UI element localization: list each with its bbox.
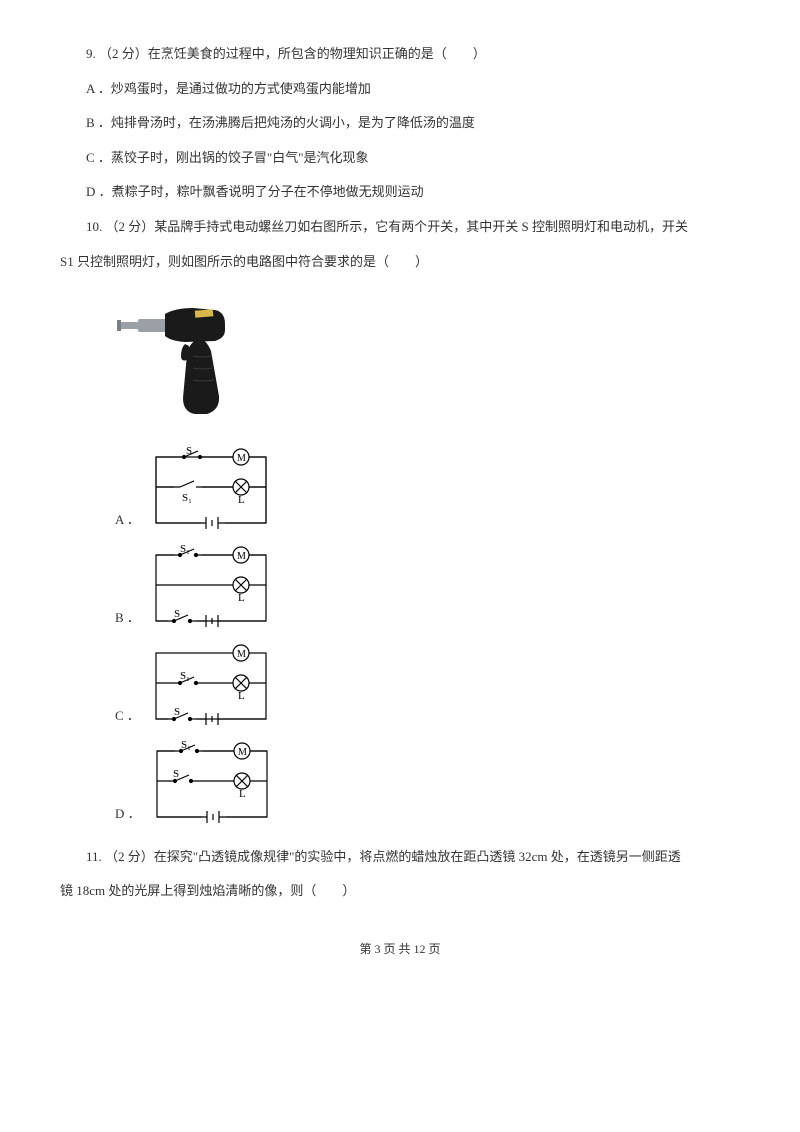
svg-text:S: S bbox=[186, 447, 192, 457]
q9-option-c: C ．蒸饺子时，刚出锅的饺子冒"白气"是汽化现象 bbox=[60, 144, 740, 173]
option-c-label: C ． bbox=[115, 702, 140, 735]
svg-text:L: L bbox=[238, 592, 245, 604]
page-container: 9. （2 分）在烹饪美食的过程中，所包含的物理知识正确的是（ ） A ．炒鸡蛋… bbox=[0, 0, 800, 992]
svg-text:M: M bbox=[238, 747, 247, 758]
circuit-c-icon: S₁ S M L bbox=[146, 643, 276, 735]
q10-stem-line2: S1 只控制照明灯，则如图所示的电路图中符合要求的是（ ） bbox=[60, 248, 740, 277]
svg-text:S₁: S₁ bbox=[180, 670, 190, 682]
screwdriver-icon bbox=[115, 286, 265, 426]
circuit-option-b: B ． bbox=[115, 545, 740, 637]
svg-text:M: M bbox=[237, 453, 246, 464]
q9-option-a: A ．炒鸡蛋时，是通过做功的方式使鸡蛋内能增加 bbox=[60, 75, 740, 104]
svg-text:L: L bbox=[238, 494, 245, 506]
svg-text:M: M bbox=[237, 649, 246, 660]
svg-text:S₁: S₁ bbox=[180, 545, 190, 555]
svg-text:L: L bbox=[239, 788, 246, 800]
svg-text:S₁: S₁ bbox=[181, 741, 191, 751]
svg-text:S: S bbox=[173, 768, 179, 780]
screwdriver-figure bbox=[115, 286, 740, 437]
q11-stem-line2: 镜 18cm 处的光屏上得到烛焰清晰的像，则（ ） bbox=[60, 877, 740, 906]
option-d-label: D ． bbox=[115, 800, 141, 833]
q10-stem-line1: 10. （2 分）某品牌手持式电动螺丝刀如右图所示，它有两个开关，其中开关 S … bbox=[60, 213, 740, 242]
q9-option-d: D ．煮粽子时，粽叶飘香说明了分子在不停地做无规则运动 bbox=[60, 178, 740, 207]
q9-option-b: B ．炖排骨汤时，在汤沸腾后把炖汤的火调小，是为了降低汤的温度 bbox=[60, 109, 740, 138]
circuit-a-icon: S S₁ M L bbox=[146, 447, 276, 539]
circuit-d-icon: S₁ S M L bbox=[147, 741, 277, 833]
svg-text:S: S bbox=[174, 608, 180, 620]
circuit-option-a: A ． bbox=[115, 447, 740, 539]
svg-text:S: S bbox=[174, 706, 180, 718]
option-b-label: B ． bbox=[115, 604, 140, 637]
circuit-option-d: D ． bbox=[115, 741, 740, 833]
svg-text:S₁: S₁ bbox=[182, 492, 192, 504]
q11-stem-line1: 11. （2 分）在探究"凸透镜成像规律"的实验中，将点燃的蜡烛放在距凸透镜 3… bbox=[60, 843, 740, 872]
circuit-option-c: C ． bbox=[115, 643, 740, 735]
svg-text:L: L bbox=[238, 690, 245, 702]
q9-stem: 9. （2 分）在烹饪美食的过程中，所包含的物理知识正确的是（ ） bbox=[60, 40, 740, 69]
svg-text:M: M bbox=[237, 551, 246, 562]
option-a-label: A ． bbox=[115, 506, 140, 539]
circuit-b-icon: S₁ S M L bbox=[146, 545, 276, 637]
page-footer: 第 3 页 共 12 页 bbox=[60, 936, 740, 962]
